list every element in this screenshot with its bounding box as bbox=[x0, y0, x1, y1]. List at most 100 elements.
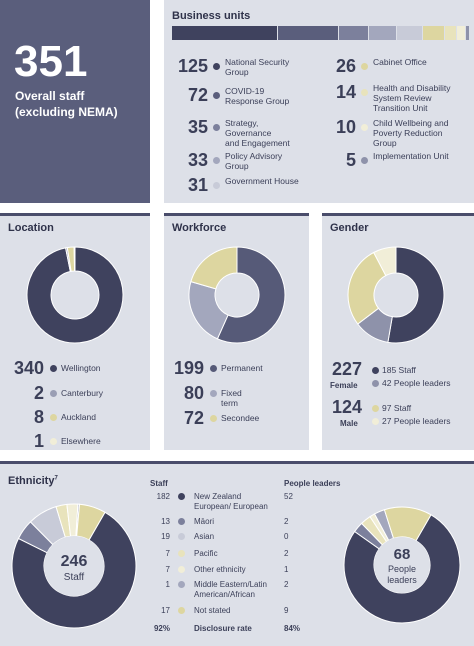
business-unit-dot bbox=[361, 157, 368, 164]
business-units-stacked-bar bbox=[172, 26, 470, 40]
ethnicity-label-line: Not stated bbox=[194, 606, 231, 615]
workforce-dot bbox=[210, 390, 217, 397]
business-unit-value: 26 bbox=[335, 56, 356, 76]
ethnicity-leaders-value: 52 bbox=[284, 492, 293, 501]
ethnicity-disclosure-leaders: 84% bbox=[284, 624, 301, 633]
business-unit-label-line: Group bbox=[225, 161, 249, 171]
workforce-value: 199 bbox=[173, 358, 204, 378]
ethnicity-label-line: New Zealand bbox=[194, 492, 242, 501]
location-slice-0 bbox=[26, 246, 124, 344]
ethnicity-staff-value: 7 bbox=[165, 549, 170, 558]
business-unit-dot bbox=[361, 89, 368, 96]
location-dot bbox=[50, 365, 57, 372]
ethnicity-staff-value: 13 bbox=[161, 517, 170, 526]
business-unit-value: 33 bbox=[187, 150, 208, 170]
business-unit-value: 14 bbox=[335, 82, 356, 102]
ethnicity-staff-label: Staff bbox=[64, 572, 85, 583]
gender-slice-0 bbox=[387, 246, 445, 344]
ethnicity-col-staff: Staff bbox=[150, 479, 168, 488]
business-unit-bar-segment bbox=[172, 26, 278, 40]
ethnicity-staff-center bbox=[44, 536, 104, 596]
business-unit-value: 10 bbox=[335, 117, 356, 137]
ethnicity-label: New Zealand European/ European bbox=[194, 492, 284, 512]
ethnicity-leaders-value: 9 bbox=[284, 606, 289, 615]
workforce-title: Workforce bbox=[172, 222, 227, 234]
ethnicity-leaders-value: 2 bbox=[284, 549, 289, 558]
business-unit-label-line: Poverty Reduction bbox=[373, 128, 443, 138]
ethnicity-staff-value: 182 bbox=[156, 492, 170, 501]
workforce-donut-chart bbox=[188, 246, 286, 344]
gender-slice-3 bbox=[373, 246, 397, 277]
business-unit-label: Cabinet Office bbox=[373, 57, 473, 67]
business-unit-bar-segment bbox=[368, 26, 396, 40]
workforce-dot bbox=[210, 415, 217, 422]
ethnicity-dot bbox=[178, 566, 185, 573]
business-unit-label-line: Health and Disability bbox=[373, 83, 451, 93]
location-label: Elsewhere bbox=[61, 436, 101, 446]
gender-female-staff-dot bbox=[372, 367, 379, 374]
ethnicity-leaders-label-1: People bbox=[388, 564, 416, 574]
workforce-slice-2 bbox=[190, 246, 238, 290]
gender-female-leaders: 42 People leaders bbox=[382, 378, 451, 388]
location-value: 340 bbox=[13, 358, 44, 378]
ethnicity-label: Other ethnicity bbox=[194, 565, 284, 575]
business-unit-label-line: Response Group bbox=[225, 96, 290, 106]
business-unit-dot bbox=[213, 92, 220, 99]
workforce-panel: Workforce 199 Permanent 80 Fixed term 72 Seco… bbox=[164, 213, 309, 450]
workforce-label: Permanent bbox=[221, 363, 263, 373]
business-unit-label-line: Policy Advisory bbox=[225, 151, 283, 161]
business-unit-dot bbox=[361, 124, 368, 131]
location-value: 8 bbox=[33, 407, 44, 427]
ethnicity-col-leaders: People leaders bbox=[284, 479, 341, 488]
gender-panel: Gender 227 Female 185 Staff 42 People le… bbox=[322, 213, 474, 450]
gender-donut-chart bbox=[347, 246, 445, 344]
business-unit-dot bbox=[213, 157, 220, 164]
business-unit-value: 5 bbox=[345, 150, 356, 170]
business-unit-bar-segment bbox=[465, 26, 469, 40]
location-title: Location bbox=[8, 222, 54, 234]
overall-staff-card: 351 Overall staff (excluding NEMA) bbox=[0, 0, 150, 203]
ethnicity-label-line: European/ European bbox=[194, 502, 268, 511]
workforce-label: Fixed term bbox=[221, 388, 242, 408]
business-unit-label: Policy Advisory Group bbox=[225, 151, 325, 171]
ethnicity-label-line: Pacific bbox=[194, 549, 218, 558]
ethnicity-leaders-value: 1 bbox=[284, 565, 289, 574]
location-dot bbox=[50, 438, 57, 445]
business-unit-label-line: Group bbox=[225, 67, 249, 77]
business-unit-label-line: Child Wellbeing and bbox=[373, 118, 449, 128]
ethnicity-dot bbox=[178, 550, 185, 557]
business-units-panel: Business units 125 National Security Group… bbox=[164, 0, 474, 203]
gender-female-staff: 185 Staff bbox=[382, 365, 416, 375]
business-unit-label-line: Strategy, bbox=[225, 118, 259, 128]
business-unit-bar-segment bbox=[396, 26, 423, 40]
business-unit-bar-segment bbox=[278, 26, 339, 40]
business-unit-label: COVID-19 Response Group bbox=[225, 86, 325, 106]
ethnicity-leaders-total: 68 bbox=[394, 546, 411, 563]
gender-male-staff: 97 Staff bbox=[382, 403, 412, 413]
ethnicity-leaders-value: 2 bbox=[284, 517, 289, 526]
business-unit-label: Government House bbox=[225, 176, 325, 186]
ethnicity-label-line: Middle Eastern/Latin bbox=[194, 580, 267, 589]
business-unit-label-line: System Review bbox=[373, 93, 432, 103]
business-unit-bar-segment bbox=[423, 26, 445, 40]
ethnicity-dot bbox=[178, 518, 185, 525]
business-unit-bar-segment bbox=[457, 26, 465, 40]
ethnicity-dot bbox=[178, 533, 185, 540]
ethnicity-label: Pacific bbox=[194, 549, 284, 559]
ethnicity-staff-value: 1 bbox=[165, 580, 170, 589]
location-value: 2 bbox=[33, 383, 44, 403]
gender-female-number: 227 bbox=[331, 359, 362, 379]
business-unit-value: 125 bbox=[177, 56, 208, 76]
business-unit-label-line: Implementation Unit bbox=[373, 151, 449, 161]
ethnicity-leaders-value: 2 bbox=[284, 580, 289, 589]
location-panel: Location 340 Wellington 2 Canterbury 8 Auckla… bbox=[0, 213, 150, 451]
business-unit-label-line: Group bbox=[373, 138, 397, 148]
business-unit-dot bbox=[361, 63, 368, 70]
business-unit-bar-segment bbox=[445, 26, 457, 40]
business-unit-label: Strategy, Governance and Engagement bbox=[225, 118, 325, 148]
business-unit-label-line: Governance bbox=[225, 128, 272, 138]
ethnicity-disclosure-staff: 92% bbox=[153, 624, 170, 633]
location-label: Canterbury bbox=[61, 388, 104, 398]
ethnicity-label: Māori bbox=[194, 517, 284, 527]
